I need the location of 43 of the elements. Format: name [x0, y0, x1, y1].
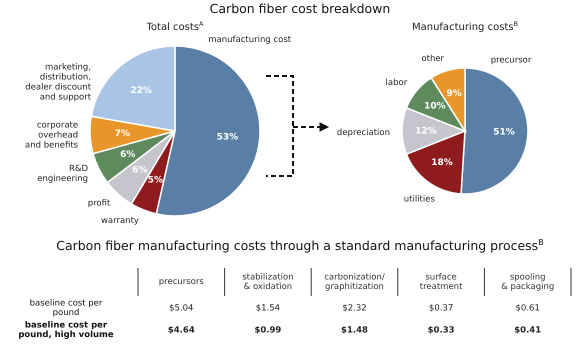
text: Carbon fiber manufacturing costs through a standard manufacturing process$^{B}$ [56, 237, 544, 253]
data-label: $5.04 [169, 303, 194, 314]
data-label: $1.54 [256, 303, 280, 314]
slice-label: marketing, distribution, dealer discount and support [25, 62, 92, 103]
data-label: $1.48 [341, 325, 368, 336]
data-label: 9% [446, 88, 462, 99]
data-label: 22% [130, 86, 152, 96]
slice-label: R&D engineering [37, 164, 89, 184]
data-label: $4.64 [168, 325, 195, 336]
chart-title: Carbon fiber cost breakdown [210, 1, 390, 16]
category-label: carbonization/ graphitization [324, 272, 385, 292]
category-label: surface treatment [420, 272, 464, 292]
data-label: 6% [120, 150, 136, 160]
chart-title: Manufacturing costs$^{B}$ [412, 20, 518, 33]
data-label: 6% [132, 166, 148, 176]
chart-subtitle: Total costs$^{A}$ [146, 20, 204, 33]
category-label: stabilization & oxidation [242, 272, 294, 292]
data-label: $0.41 [514, 325, 542, 336]
text: baseline cost per pound [30, 298, 103, 318]
slice-label: profit [88, 198, 111, 209]
category-label: precursors [158, 277, 204, 288]
slice-label: corporate overhead and benefits [25, 120, 79, 151]
text: baseline cost per pound, high volume [18, 320, 114, 340]
data-label: 18% [431, 158, 453, 168]
data-label: 12% [415, 126, 437, 136]
slice-label: labor [386, 78, 408, 89]
data-label: 51% [493, 128, 515, 138]
data-label: 53% [216, 132, 238, 142]
slice-label: manufacturing cost [208, 35, 292, 46]
slice-label: precursor [490, 56, 532, 66]
data-label: $0.99 [254, 325, 282, 336]
data-label: $2.32 [342, 303, 367, 314]
slice-label: other [421, 54, 445, 64]
data-label: 10% [424, 102, 446, 112]
data-label: $0.61 [516, 303, 540, 314]
slice-label: warranty [100, 216, 139, 226]
slice-label: utilities [404, 195, 436, 206]
category-label: spooling & packaging [501, 272, 554, 292]
data-label: $0.33 [428, 325, 455, 336]
data-label: $0.37 [428, 303, 454, 314]
data-label: 7% [114, 128, 130, 139]
slice-label: depreciation [336, 128, 390, 138]
data-label: 5% [148, 175, 164, 186]
